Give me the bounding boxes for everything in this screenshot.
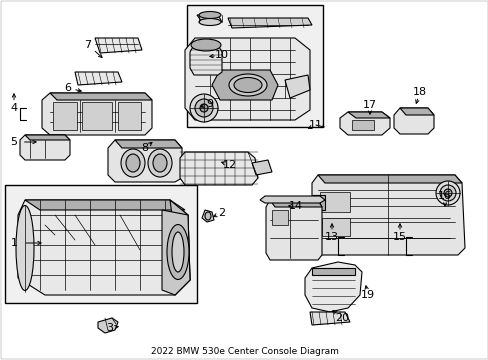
Polygon shape xyxy=(108,140,182,182)
Bar xyxy=(319,192,349,212)
Ellipse shape xyxy=(200,104,207,112)
Text: 2022 BMW 530e Center Console Diagram: 2022 BMW 530e Center Console Diagram xyxy=(150,347,338,356)
Polygon shape xyxy=(202,210,214,222)
Polygon shape xyxy=(184,38,309,120)
Ellipse shape xyxy=(126,154,140,172)
Bar xyxy=(53,102,77,130)
Polygon shape xyxy=(305,262,361,312)
Ellipse shape xyxy=(234,77,262,93)
Text: 13: 13 xyxy=(325,232,338,242)
Polygon shape xyxy=(25,135,70,140)
Bar xyxy=(271,210,287,225)
Polygon shape xyxy=(227,18,311,28)
Bar xyxy=(321,218,349,236)
Polygon shape xyxy=(197,15,222,22)
Text: 19: 19 xyxy=(360,290,374,300)
Text: 9: 9 xyxy=(206,99,213,109)
Ellipse shape xyxy=(204,212,210,220)
Polygon shape xyxy=(265,200,321,260)
Text: 14: 14 xyxy=(288,201,303,211)
Polygon shape xyxy=(339,112,389,135)
Polygon shape xyxy=(309,312,349,325)
Text: 17: 17 xyxy=(362,100,376,110)
Polygon shape xyxy=(25,200,184,210)
Polygon shape xyxy=(311,268,354,275)
Text: 20: 20 xyxy=(334,313,348,323)
Text: 6: 6 xyxy=(64,83,71,93)
Text: 10: 10 xyxy=(215,50,228,60)
Bar xyxy=(351,120,373,130)
Text: 2: 2 xyxy=(218,208,225,218)
Ellipse shape xyxy=(195,99,213,117)
Bar xyxy=(118,102,141,130)
Polygon shape xyxy=(190,45,222,75)
Polygon shape xyxy=(399,108,433,115)
Ellipse shape xyxy=(121,149,145,177)
Ellipse shape xyxy=(153,154,167,172)
Polygon shape xyxy=(251,160,271,175)
Polygon shape xyxy=(115,140,182,148)
Polygon shape xyxy=(95,38,142,53)
Polygon shape xyxy=(269,200,321,207)
Polygon shape xyxy=(317,175,461,183)
Polygon shape xyxy=(162,210,190,295)
Text: 11: 11 xyxy=(308,120,323,130)
Text: 1: 1 xyxy=(10,238,18,248)
Ellipse shape xyxy=(443,189,451,197)
Bar xyxy=(5,185,197,303)
Polygon shape xyxy=(50,93,152,100)
Polygon shape xyxy=(18,200,190,295)
Ellipse shape xyxy=(199,18,221,26)
Text: 16: 16 xyxy=(437,191,451,201)
Text: 3: 3 xyxy=(106,323,113,333)
Ellipse shape xyxy=(190,94,218,122)
Bar xyxy=(82,102,112,130)
Polygon shape xyxy=(347,112,389,118)
Polygon shape xyxy=(311,195,325,210)
Text: 7: 7 xyxy=(84,40,91,50)
Polygon shape xyxy=(285,75,309,98)
Polygon shape xyxy=(20,135,70,160)
Ellipse shape xyxy=(167,225,189,279)
Ellipse shape xyxy=(172,232,183,272)
Polygon shape xyxy=(42,93,152,135)
Text: 5: 5 xyxy=(10,137,18,147)
Polygon shape xyxy=(180,152,258,185)
Ellipse shape xyxy=(199,12,221,18)
Polygon shape xyxy=(75,72,122,85)
Ellipse shape xyxy=(16,206,34,291)
Ellipse shape xyxy=(435,181,459,205)
Polygon shape xyxy=(260,196,325,203)
Text: 18: 18 xyxy=(412,87,426,97)
Polygon shape xyxy=(170,200,190,295)
Polygon shape xyxy=(212,70,278,100)
Ellipse shape xyxy=(439,185,455,201)
Text: 8: 8 xyxy=(141,143,148,153)
Text: 15: 15 xyxy=(392,232,406,242)
Polygon shape xyxy=(98,318,118,333)
Bar xyxy=(186,5,323,127)
Text: 12: 12 xyxy=(223,160,237,170)
Ellipse shape xyxy=(228,74,266,96)
Ellipse shape xyxy=(148,149,172,177)
Polygon shape xyxy=(393,108,433,134)
Ellipse shape xyxy=(191,39,221,51)
Text: 4: 4 xyxy=(10,103,18,113)
Polygon shape xyxy=(311,175,464,255)
